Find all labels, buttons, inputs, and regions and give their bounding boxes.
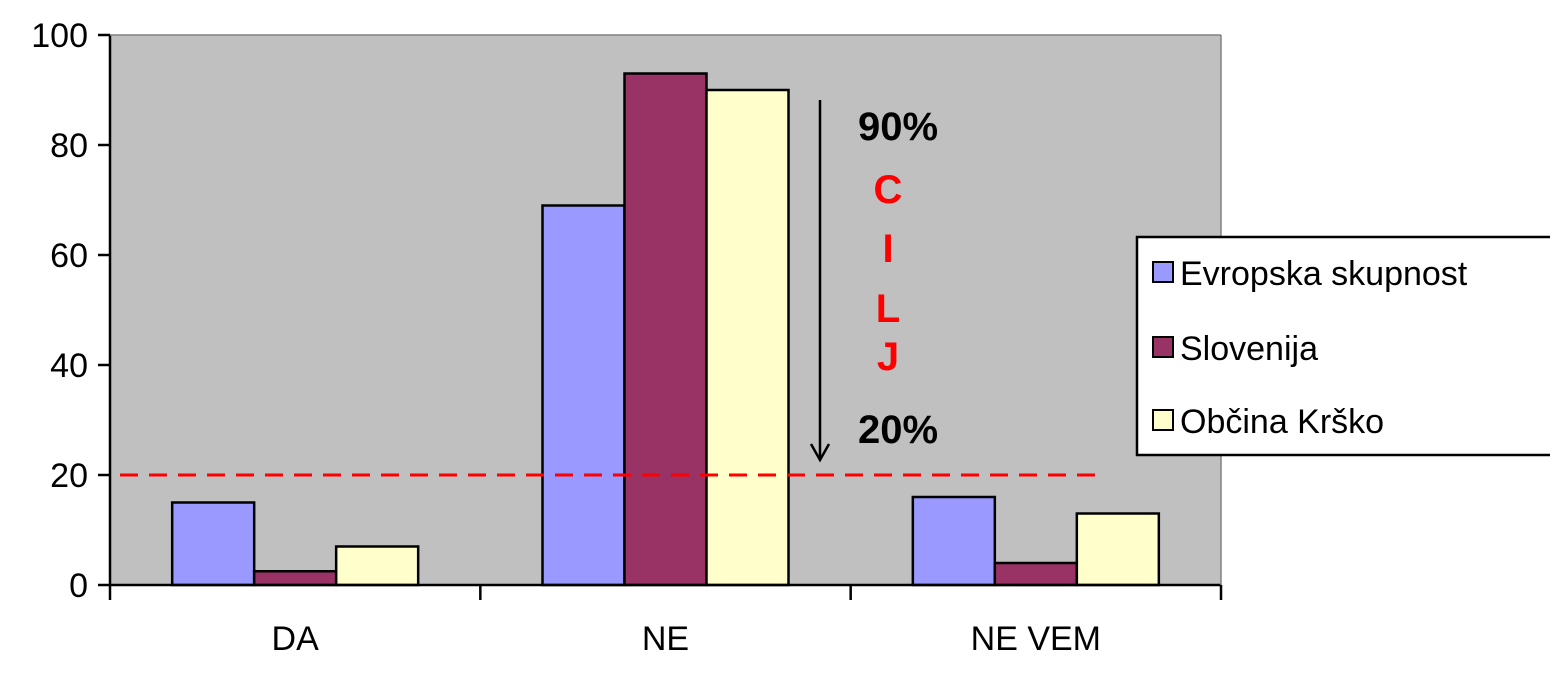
legend-swatch	[1152, 261, 1174, 283]
bar	[541, 204, 626, 587]
bar	[623, 72, 708, 587]
annotation-letter: C	[874, 168, 903, 212]
bar	[1075, 512, 1161, 587]
y-tick-label: 20	[50, 457, 88, 495]
bar	[705, 88, 790, 587]
y-tick-label: 60	[50, 237, 88, 275]
legend-label: Občina Krško	[1180, 403, 1384, 441]
x-category-label: NE	[642, 620, 689, 658]
bar	[993, 561, 1079, 587]
y-ticks-group: 0 20 40 60 80 100	[31, 17, 110, 605]
bars-group	[170, 72, 1161, 587]
bar	[170, 501, 256, 587]
x-category-label: DA	[272, 620, 320, 658]
annotation-bottom-label: 20%	[858, 408, 938, 452]
bar	[252, 570, 338, 587]
legend-label: Evropska skupnost	[1180, 255, 1468, 293]
legend-swatch	[1152, 409, 1174, 431]
x-category-label: NE VEM	[971, 620, 1101, 658]
legend-box	[1135, 235, 1550, 457]
legend-swatch	[1152, 336, 1174, 358]
x-ticks-group: DA NE NE VEM	[108, 585, 1223, 658]
annotation-top-label: 90%	[858, 105, 938, 149]
arrow-head-icon	[809, 443, 831, 463]
annotation-letter: I	[882, 227, 893, 271]
y-tick-label: 0	[69, 567, 88, 605]
legend: Evropska skupnost Slovenija Občina Krško	[1135, 235, 1550, 457]
legend-label: Slovenija	[1180, 330, 1318, 368]
y-tick-label: 80	[50, 127, 88, 165]
bar	[334, 545, 420, 587]
annotation-letter: L	[876, 287, 900, 331]
y-tick-label: 100	[31, 17, 88, 55]
y-tick-label: 40	[50, 347, 88, 385]
annotation-letter: J	[877, 335, 899, 379]
bar	[911, 495, 997, 587]
